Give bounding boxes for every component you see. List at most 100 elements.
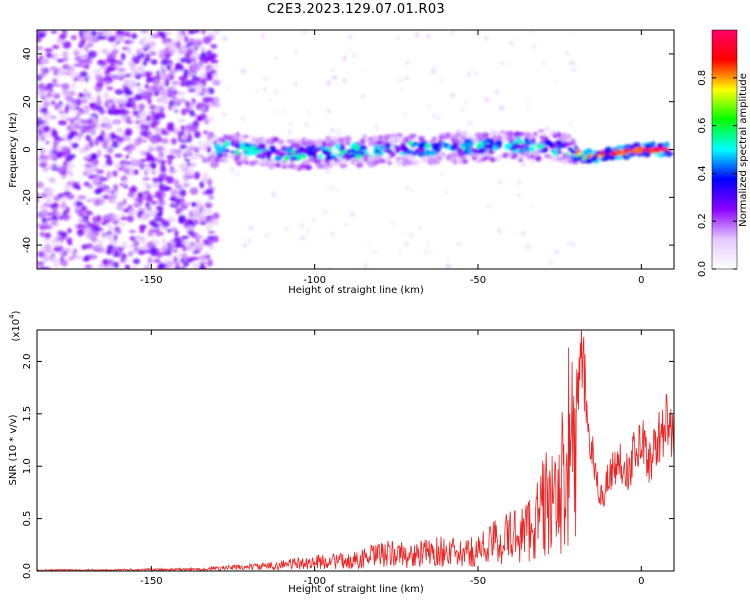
heatmap-cell [116,139,124,143]
heatmap-cell [248,225,254,231]
snr-background [37,330,674,571]
colorbar-gradient [711,29,738,270]
heatmap-cell [40,87,45,95]
heatmap-cell [306,140,314,146]
heatmap-cell [608,156,616,161]
heatmap-cell [535,155,542,162]
heatmap-cell [150,43,156,47]
heatmap-cell [160,31,166,40]
heatmap-cell [62,41,72,49]
heatmap-cell [37,181,44,189]
heatmap-cell [428,140,435,144]
heatmap-cell [112,183,119,192]
heatmap-cell [67,126,74,132]
heatmap-cell [205,188,214,195]
heatmap-cell [326,80,332,86]
heatmap-cell [198,234,203,240]
heatmap-cell [189,124,199,133]
heatmap-cell [138,197,143,206]
heatmap-cell [92,69,102,74]
heatmap-cell [501,137,509,141]
heatmap-cell [94,198,101,204]
heatmap-cell [213,30,220,35]
heatmap-cell [168,217,176,223]
heatmap-cell [199,258,207,264]
heatmap-cell [327,164,333,169]
heatmap-cell [486,98,491,102]
heatmap-cell [117,104,125,108]
heatmap-cell [474,71,478,77]
heatmap-cell [69,90,74,94]
x-tick-label: -150 [140,576,163,587]
heatmap-cell [147,256,153,265]
heatmap-cell [136,213,143,219]
heatmap-cell [211,219,220,226]
heatmap-cell [180,80,187,87]
heatmap-cell [177,252,182,259]
heatmap-cell [68,154,76,159]
heatmap-cell [343,135,352,142]
y-tick-label: 0 [22,146,33,152]
heatmap-cell [41,118,50,127]
snr-frame [36,329,675,572]
heatmap-cell [308,149,316,157]
heatmap-cell [208,194,215,201]
heatmap-cell [106,170,112,179]
heatmap-cell [331,75,338,80]
heatmap-cell [419,147,426,153]
heatmap-cell [567,147,573,151]
colorbar-tick-label: 0.2 [697,213,708,229]
heatmap-cell [137,112,147,118]
heatmap-cell [53,260,59,269]
heatmap-cell [194,30,200,34]
heatmap-cell [192,261,200,269]
heatmap-cell [37,46,44,51]
heatmap-cell [526,105,531,112]
heatmap-cell [80,55,88,60]
heatmap-cell [299,223,305,229]
heatmap-cell [470,68,474,72]
heatmap-cell [78,49,84,54]
heatmap-cell [173,236,181,244]
heatmap-cell [272,137,280,142]
heatmap-cell [136,48,143,56]
heatmap-cell [103,75,111,82]
heatmap-cell [206,133,213,141]
heatmap-cell [178,76,187,81]
heatmap-cell [93,119,99,124]
heatmap-cell [306,228,310,234]
heatmap-cell [445,263,452,269]
heatmap-cell [104,51,110,56]
heatmap-cell [482,139,488,144]
heatmap-cell [477,136,483,142]
heatmap-cell [160,113,166,119]
heatmap-cell [197,144,203,152]
heatmap-cell [330,127,334,133]
heatmap-cell [440,171,444,176]
heatmap-cell [202,206,208,215]
heatmap-cell [396,251,403,255]
heatmap-cell [89,51,98,56]
heatmap-cell [100,122,107,128]
heatmap-cell [122,109,130,115]
heatmap-cell [272,110,278,115]
heatmap-cell [495,139,503,146]
heatmap-cell [77,232,83,237]
heatmap-cell [110,197,117,204]
heatmap-cell [316,138,324,145]
heatmap-cell [49,66,59,72]
heatmap-cell [139,118,147,124]
heatmap-cell [140,30,149,34]
heatmap-cell [195,236,200,245]
heatmap-cell [405,60,410,65]
heatmap-cell [149,220,156,227]
x-tick-label: -50 [470,576,486,587]
heatmap-cell [212,79,221,86]
heatmap-cell [76,184,81,191]
heatmap-cell [210,59,219,64]
heatmap-cell [300,235,306,241]
heatmap-cell [107,213,115,221]
heatmap-cell [135,120,141,124]
heatmap-cell [69,130,76,139]
heatmap-cell [131,244,138,248]
